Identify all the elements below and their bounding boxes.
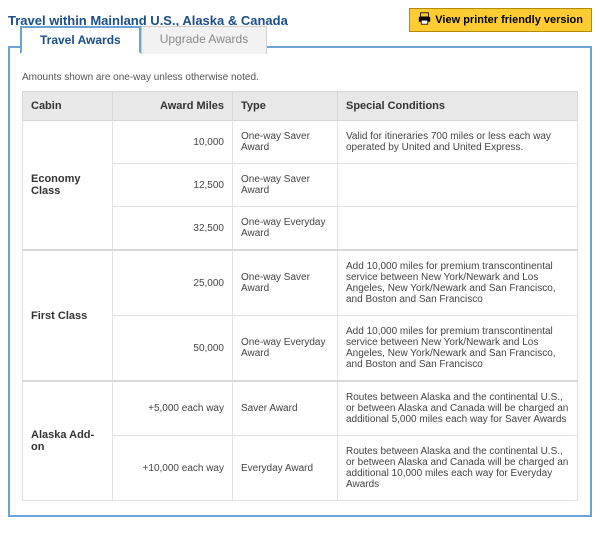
conditions-cell: Routes between Alaska and the continenta…: [338, 436, 578, 501]
cabin-cell: Economy Class: [23, 121, 113, 251]
miles-cell: 25,000: [113, 250, 233, 316]
cabin-cell: First Class: [23, 250, 113, 381]
printer-icon: [418, 12, 431, 28]
miles-cell: 12,500: [113, 164, 233, 207]
tab-travel-awards[interactable]: Travel Awards: [20, 26, 141, 54]
conditions-cell: Add 10,000 miles for premium transcontin…: [338, 316, 578, 382]
cabin-cell: Alaska Add-on: [23, 381, 113, 501]
col-conditions: Special Conditions: [338, 92, 578, 121]
printer-friendly-button[interactable]: View printer friendly version: [409, 8, 592, 32]
tab-bar: Travel Awards Upgrade Awards: [20, 26, 267, 54]
miles-cell: +10,000 each way: [113, 436, 233, 501]
printer-friendly-label: View printer friendly version: [435, 14, 583, 26]
miles-cell: +5,000 each way: [113, 381, 233, 436]
type-cell: One-way Everyday Award: [233, 316, 338, 382]
col-cabin: Cabin: [23, 92, 113, 121]
award-panel: Travel Awards Upgrade Awards Amounts sho…: [8, 46, 592, 517]
type-cell: One-way Saver Award: [233, 250, 338, 316]
table-row: Economy Class10,000One-way Saver AwardVa…: [23, 121, 578, 164]
col-type: Type: [233, 92, 338, 121]
table-row: First Class25,000One-way Saver AwardAdd …: [23, 250, 578, 316]
conditions-cell: Routes between Alaska and the continenta…: [338, 381, 578, 436]
conditions-cell: [338, 207, 578, 251]
type-cell: One-way Saver Award: [233, 164, 338, 207]
miles-cell: 50,000: [113, 316, 233, 382]
type-cell: One-way Saver Award: [233, 121, 338, 164]
col-miles: Award Miles: [113, 92, 233, 121]
table-row: Alaska Add-on+5,000 each waySaver AwardR…: [23, 381, 578, 436]
type-cell: One-way Everyday Award: [233, 207, 338, 251]
conditions-cell: Valid for itineraries 700 miles or less …: [338, 121, 578, 164]
conditions-cell: Add 10,000 miles for premium transcontin…: [338, 250, 578, 316]
one-way-note: Amounts shown are one-way unless otherwi…: [22, 72, 578, 83]
miles-cell: 32,500: [113, 207, 233, 251]
miles-cell: 10,000: [113, 121, 233, 164]
tab-upgrade-awards[interactable]: Upgrade Awards: [141, 26, 268, 54]
conditions-cell: [338, 164, 578, 207]
type-cell: Everyday Award: [233, 436, 338, 501]
type-cell: Saver Award: [233, 381, 338, 436]
award-table: Cabin Award Miles Type Special Condition…: [22, 91, 578, 501]
